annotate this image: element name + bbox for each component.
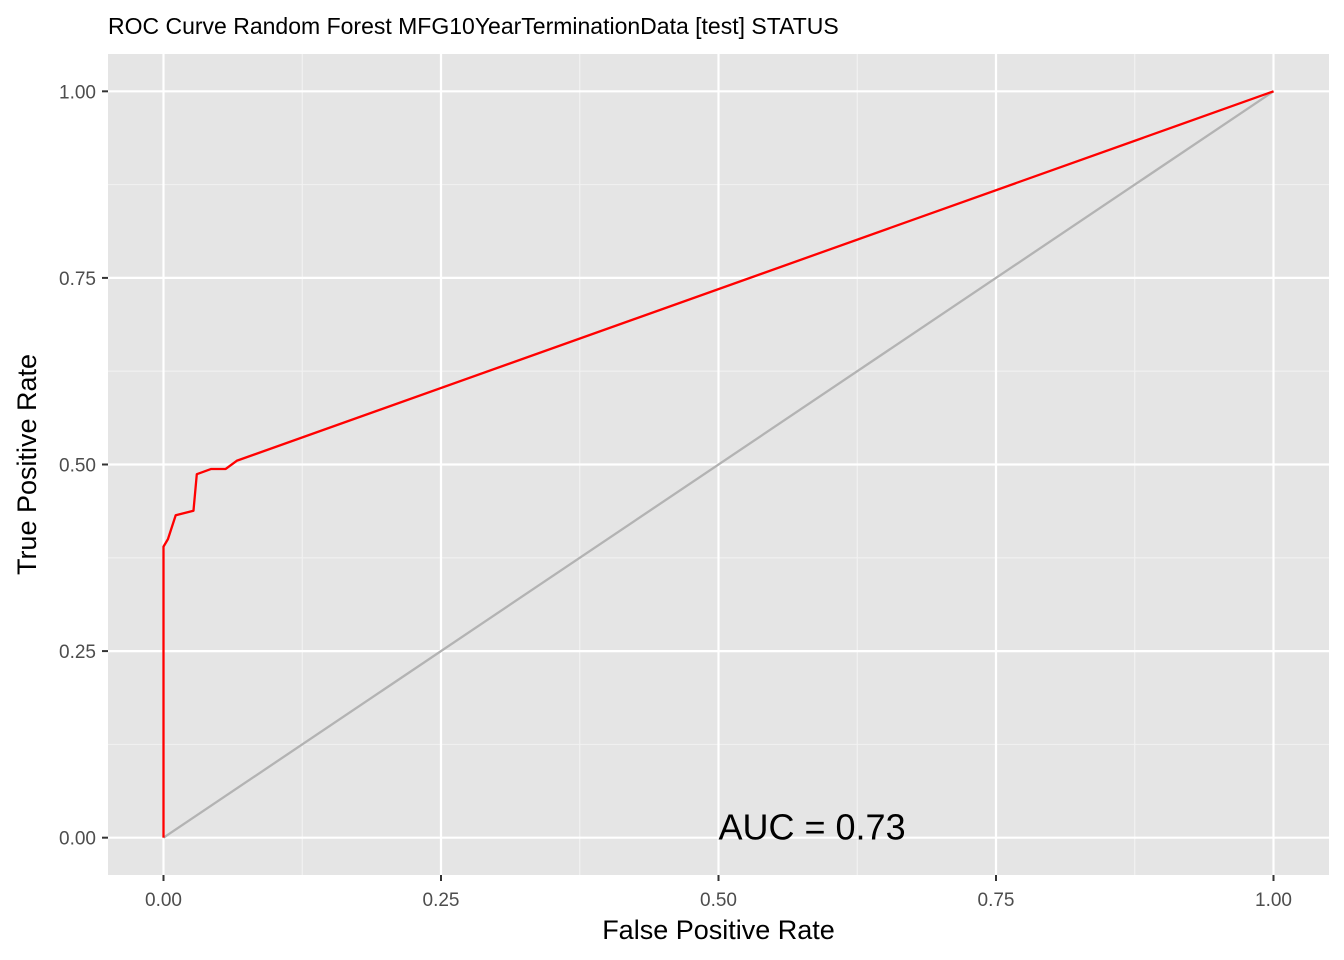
x-tick-label: 1.00 bbox=[1255, 890, 1292, 911]
auc-annotation: AUC = 0.73 bbox=[719, 807, 906, 848]
y-axis-title: True Positive Rate bbox=[12, 354, 42, 575]
x-tick-label: 0.75 bbox=[978, 890, 1015, 911]
y-tick-label: 0.75 bbox=[59, 269, 96, 290]
y-tick-label: 0.00 bbox=[59, 829, 96, 850]
reference-diagonal-line bbox=[162, 90, 1275, 839]
x-tick-label: 0.00 bbox=[145, 890, 182, 911]
roc-curve-line bbox=[162, 90, 1274, 838]
x-axis: 0.00 0.25 0.50 0.75 1.00 bbox=[145, 875, 1292, 911]
x-tick-label: 0.50 bbox=[700, 890, 737, 911]
x-tick-label: 0.25 bbox=[423, 890, 460, 911]
series-layer bbox=[162, 90, 1275, 839]
y-tick-label: 0.25 bbox=[59, 642, 96, 663]
x-axis-title: False Positive Rate bbox=[602, 915, 835, 945]
annotation-layer: AUC = 0.73 bbox=[719, 807, 906, 848]
chart-title: ROC Curve Random Forest MFG10YearTermina… bbox=[108, 13, 839, 39]
y-tick-label: 1.00 bbox=[59, 82, 96, 103]
y-axis: 0.00 0.25 0.50 0.75 1.00 bbox=[59, 82, 108, 850]
y-tick-label: 0.50 bbox=[59, 456, 96, 477]
